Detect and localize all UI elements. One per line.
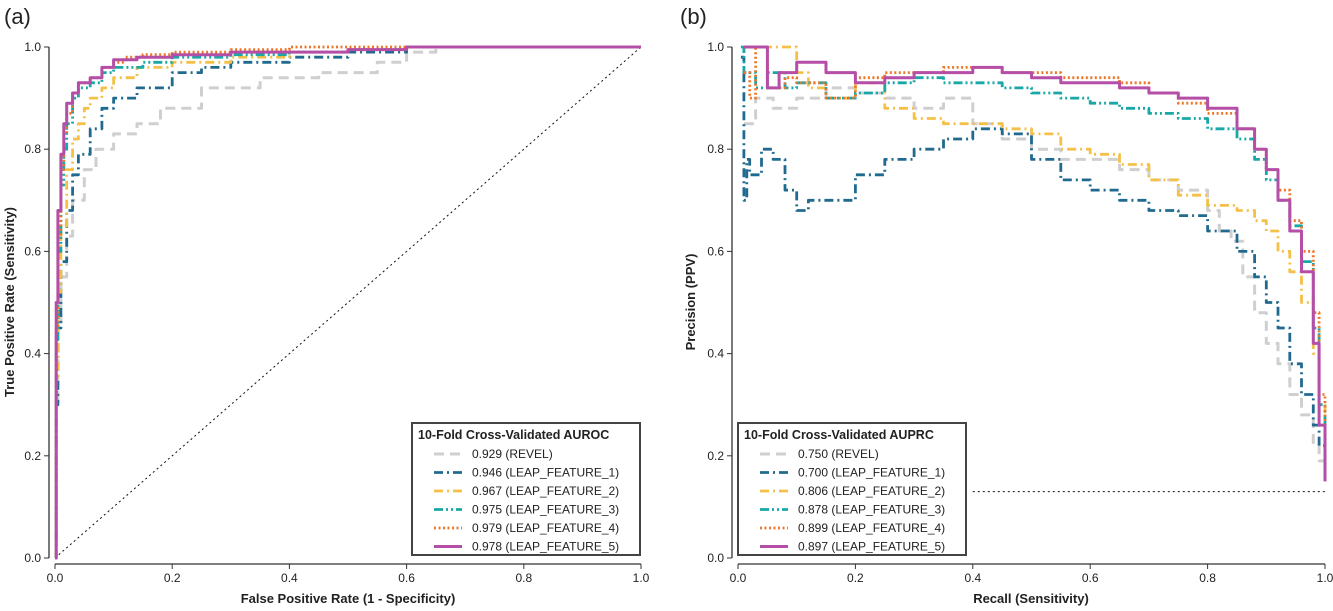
legend-label: 0.978 (LEAP_FEATURE_5) (472, 540, 619, 554)
y-axis-title: True Positive Rate (Sensitivity) (2, 207, 17, 397)
x-tick-label: 1.0 (633, 571, 650, 585)
x-tick-label: 1.0 (1317, 571, 1333, 585)
x-tick-label: 0.6 (1082, 571, 1099, 585)
series-line-leap-feature-4 (54, 45, 641, 560)
x-tick-label: 0.4 (964, 571, 981, 585)
series-line-leap-feature-3 (740, 45, 1327, 466)
y-tick-label: 0.4 (707, 347, 724, 361)
x-tick-label: 0.2 (847, 571, 864, 585)
legend-box (411, 422, 641, 556)
x-tick-label: 0.4 (281, 571, 298, 585)
legend-title: 10-Fold Cross-Validated AUPRC (744, 428, 934, 442)
panel-1: (b) 0.0 0.2 0.4 0.6 0.8 1.0 0.0 0.2 0.4 0.6 0.8 1.0 R… (680, 4, 1333, 606)
series-line-leap-feature-5 (54, 45, 641, 560)
y-tick-label: 0.8 (24, 142, 41, 156)
series-line-leap-feature-2 (743, 45, 1327, 456)
legend-label: 0.750 (REVEL) (798, 447, 879, 461)
x-tick-label: 0.8 (1199, 571, 1216, 585)
legend-title: 10-Fold Cross-Validated AUROC (418, 428, 609, 442)
legend-label: 0.878 (LEAP_FEATURE_3) (798, 503, 945, 517)
legend-label: 0.929 (REVEL) (472, 447, 553, 461)
y-tick-label: 0.0 (24, 551, 41, 565)
series-line-leap-feature-4 (743, 45, 1327, 466)
x-tick-label: 0.8 (515, 571, 532, 585)
x-axis-title: False Positive Rate (1 - Specificity) (241, 591, 456, 606)
legend-label: 0.967 (LEAP_FEATURE_2) (472, 484, 619, 498)
y-tick-label: 0.2 (24, 449, 41, 463)
legend-label: 0.897 (LEAP_FEATURE_5) (798, 540, 945, 554)
legend: 10-Fold Cross-Validated AUPRC 0.750 (REVE… (737, 422, 967, 556)
legend-label: 0.700 (LEAP_FEATURE_1) (798, 466, 945, 480)
y-axis-title: Precision (PPV) (683, 254, 698, 351)
legend-label: 0.975 (LEAP_FEATURE_3) (472, 503, 619, 517)
panel-label: (a) (4, 4, 31, 29)
y-tick-label: 0.8 (707, 142, 724, 156)
x-tick-label: 0.2 (164, 571, 181, 585)
legend-label: 0.899 (LEAP_FEATURE_4) (798, 521, 945, 535)
x-tick-label: 0.6 (398, 571, 415, 585)
panel-label: (b) (680, 4, 707, 29)
x-axis-title: Recall (Sensitivity) (973, 591, 1089, 606)
legend-label: 0.946 (LEAP_FEATURE_1) (472, 466, 619, 480)
y-tick-label: 0.6 (24, 244, 41, 258)
y-tick-label: 0.4 (24, 347, 41, 361)
series-line-revel (743, 86, 1327, 466)
x-tick-label: 0.0 (730, 571, 747, 585)
y-tick-label: 0.0 (707, 551, 724, 565)
y-tick-label: 0.6 (707, 244, 724, 258)
legend-label: 0.806 (LEAP_FEATURE_2) (798, 484, 945, 498)
legend-label: 0.979 (LEAP_FEATURE_4) (472, 521, 619, 535)
panel-0: (a) 0.0 0.2 0.4 0.6 0.8 1.0 0.0 0.2 0.4 0.6 0.8 1.0 F… (2, 4, 650, 606)
series-line-leap-feature-1 (740, 55, 1327, 461)
y-tick-label: 1.0 (24, 40, 41, 54)
series-line-leap-feature-5 (743, 45, 1327, 482)
legend: 10-Fold Cross-Validated AUROC 0.929 (REVE… (411, 422, 641, 556)
series-line-leap-feature-2 (54, 45, 641, 560)
legend-box (737, 422, 967, 556)
x-tick-label: 0.0 (47, 571, 64, 585)
y-tick-label: 1.0 (707, 40, 724, 54)
y-tick-label: 0.2 (707, 449, 724, 463)
